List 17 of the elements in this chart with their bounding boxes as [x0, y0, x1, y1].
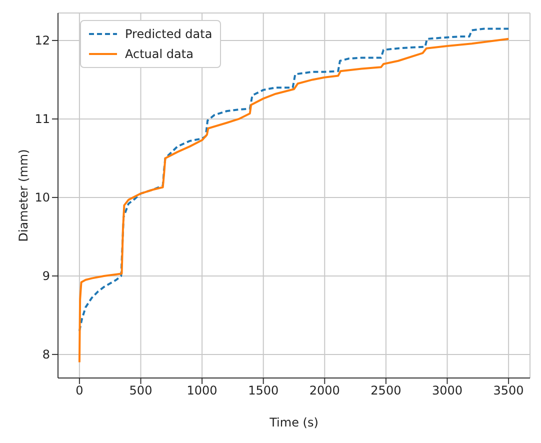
x-tick-label: 2000: [309, 384, 340, 398]
x-axis-title: Time (s): [268, 416, 318, 430]
x-tick-label: 500: [129, 384, 152, 398]
x-tick-label: 1000: [186, 384, 218, 398]
y-tick-label: 8: [42, 348, 50, 362]
y-tick-label: 9: [42, 269, 50, 284]
y-tick-label: 11: [34, 112, 50, 126]
x-tick-label: 3500: [493, 384, 524, 398]
x-tick-label: 2500: [370, 384, 402, 398]
legend-label: Actual data: [125, 46, 194, 63]
x-tick-label: 0: [76, 384, 84, 398]
y-tick-label: 10: [34, 190, 50, 205]
legend-label: Predicted data: [125, 26, 212, 43]
y-tick-label: 12: [34, 34, 50, 48]
y-axis-title: Diameter (mm): [16, 149, 30, 242]
x-tick-label: 3000: [432, 384, 463, 398]
x-tick-label: 1500: [248, 384, 279, 398]
